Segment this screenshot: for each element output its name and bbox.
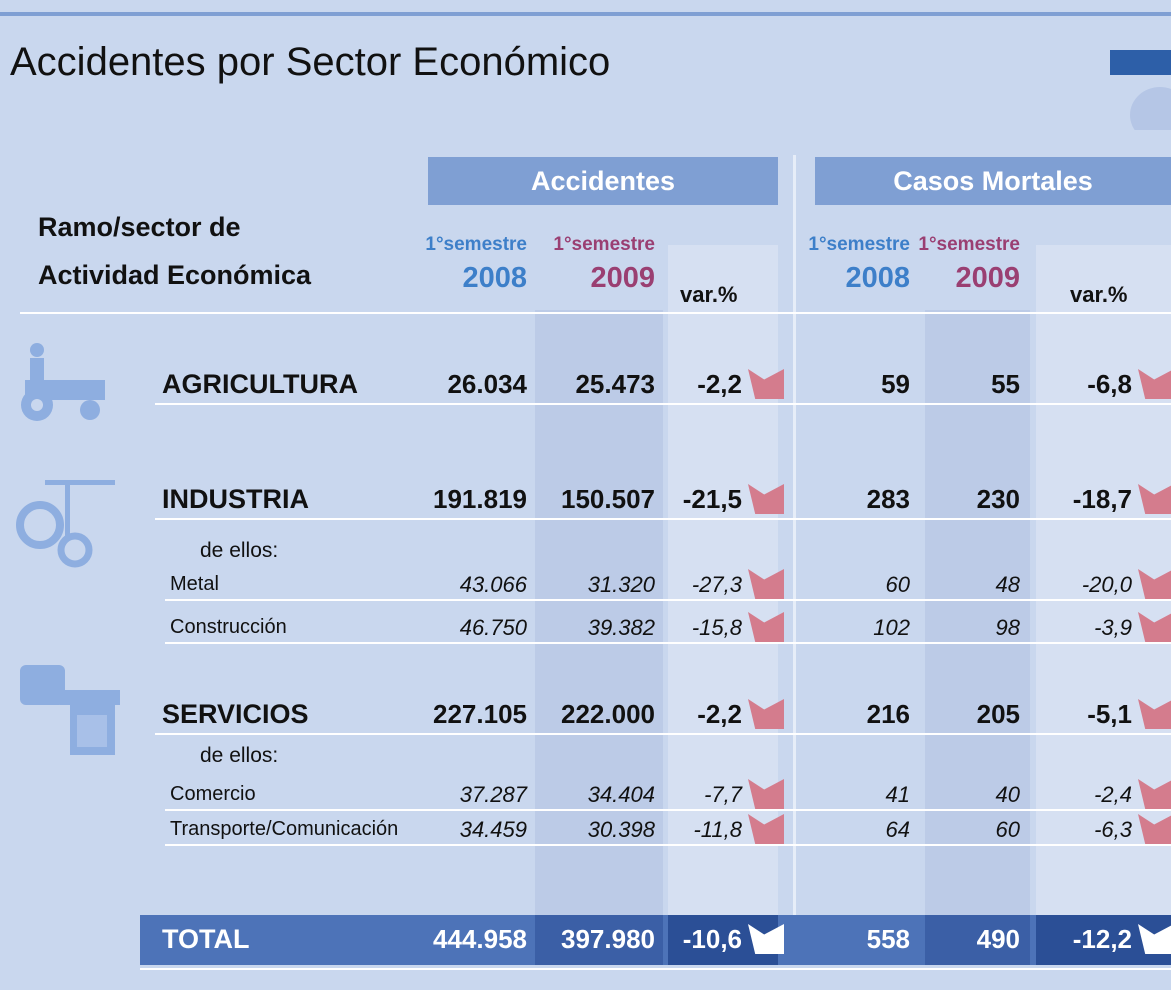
cell: -18,7 [1072, 484, 1132, 515]
cell: 40 [995, 781, 1020, 807]
row-label: Comercio [170, 783, 256, 805]
cell: 102 [873, 614, 910, 640]
cell: -3,9 [1094, 614, 1132, 640]
cell: -7,7 [704, 781, 742, 807]
cell: 48 [995, 571, 1020, 597]
cell: -6,3 [1094, 816, 1132, 842]
cell: 46.750 [459, 614, 527, 640]
cell: -2,2 [697, 369, 742, 400]
row-rule [165, 809, 1171, 811]
cell: 150.507 [561, 484, 655, 515]
cell: 43.066 [459, 571, 527, 597]
cell: 444.958 [433, 924, 527, 955]
group-header: Casos Mortales [815, 157, 1171, 205]
cell: 490 [976, 924, 1020, 955]
cell: -5,1 [1087, 699, 1132, 730]
cell: 34.404 [587, 781, 655, 807]
cell: -27,3 [691, 571, 742, 597]
column-year: 2009 [590, 262, 655, 294]
cell: 227.105 [433, 699, 527, 730]
row-rule [155, 403, 1171, 405]
row-header: Ramo/sector de [38, 212, 241, 242]
cell: 216 [866, 699, 910, 730]
cell: 60 [885, 571, 910, 597]
cell: 222.000 [561, 699, 655, 730]
divider [793, 155, 796, 965]
cell: 283 [866, 484, 910, 515]
cell: 31.320 [587, 571, 655, 597]
row-rule [165, 642, 1171, 644]
services-icon [20, 665, 120, 755]
cell: -11,8 [693, 816, 742, 842]
logo [1110, 50, 1171, 130]
cell: -2,4 [1094, 781, 1132, 807]
row-note: de ellos: [200, 744, 279, 767]
row-rule [165, 599, 1171, 601]
cell: 98 [995, 614, 1020, 640]
cell: -20,0 [1081, 571, 1132, 597]
column-year: 2008 [845, 262, 910, 294]
cell: 30.398 [587, 816, 655, 842]
cell: 60 [995, 816, 1020, 842]
column-band [925, 310, 1030, 915]
cell: 39.382 [587, 614, 655, 640]
row-label: AGRICULTURA [162, 368, 358, 399]
cell: 59 [881, 369, 910, 400]
row-label: Transporte/Comunicación [170, 818, 399, 840]
row-label: INDUSTRIA [162, 483, 309, 514]
cell: 558 [866, 924, 910, 955]
total-band [925, 915, 1030, 965]
agriculture-icon [21, 343, 105, 421]
column-period: 1°semestre [553, 234, 655, 255]
column-year: 2009 [955, 262, 1020, 294]
row-header: Actividad Económica [38, 260, 312, 290]
cell: -6,8 [1087, 369, 1132, 400]
column-period: 1°semestre [808, 234, 910, 255]
top-rule [0, 12, 1171, 16]
cell: -15,8 [691, 614, 742, 640]
column-period: 1°semestre [425, 234, 527, 255]
cell: -12,2 [1072, 924, 1132, 955]
group-header: Accidentes [428, 157, 778, 205]
row-label: Construcción [170, 616, 287, 638]
cell: 41 [885, 781, 910, 807]
cell: -21,5 [682, 484, 742, 515]
column-band [535, 310, 663, 915]
cell: 55 [991, 369, 1020, 400]
industry-icon [16, 480, 115, 568]
cell: 25.473 [575, 369, 655, 400]
row-rule [155, 733, 1171, 735]
row-rule [155, 518, 1171, 520]
total-band [535, 915, 663, 965]
cell: 26.034 [447, 369, 527, 400]
cell: 34.459 [459, 816, 527, 842]
cell: 205 [976, 699, 1020, 730]
column-header: var.% [680, 282, 738, 307]
column-header: var.% [1070, 282, 1128, 307]
cell: 397.980 [561, 924, 655, 955]
row-label: Metal [170, 573, 219, 595]
row-label: TOTAL [162, 923, 250, 954]
cell: 37.287 [459, 781, 527, 807]
column-year: 2008 [462, 262, 527, 294]
row-rule [165, 844, 1171, 846]
cell: 64 [885, 816, 910, 842]
header-rule [20, 312, 1171, 314]
cell: -2,2 [697, 699, 742, 730]
cell: 191.819 [433, 484, 527, 515]
row-note: de ellos: [200, 539, 279, 562]
column-period: 1°semestre [918, 234, 1020, 255]
cell: -10,6 [682, 924, 742, 955]
title: Accidentes por Sector Económico [10, 40, 611, 84]
cell: 230 [976, 484, 1020, 515]
row-rule [140, 968, 1171, 970]
row-label: SERVICIOS [162, 698, 309, 729]
